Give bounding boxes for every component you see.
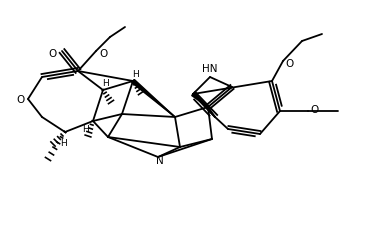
Text: O: O: [49, 49, 57, 59]
Text: N: N: [156, 155, 164, 165]
Text: HN: HN: [202, 64, 218, 74]
Text: H: H: [132, 69, 138, 78]
Text: O: O: [285, 59, 293, 69]
Polygon shape: [132, 80, 175, 117]
Text: H: H: [60, 138, 66, 147]
Text: O: O: [99, 49, 107, 59]
Text: H: H: [81, 125, 89, 134]
Polygon shape: [192, 93, 208, 108]
Text: O: O: [310, 105, 318, 114]
Text: O: O: [17, 95, 25, 105]
Text: H: H: [102, 78, 108, 87]
